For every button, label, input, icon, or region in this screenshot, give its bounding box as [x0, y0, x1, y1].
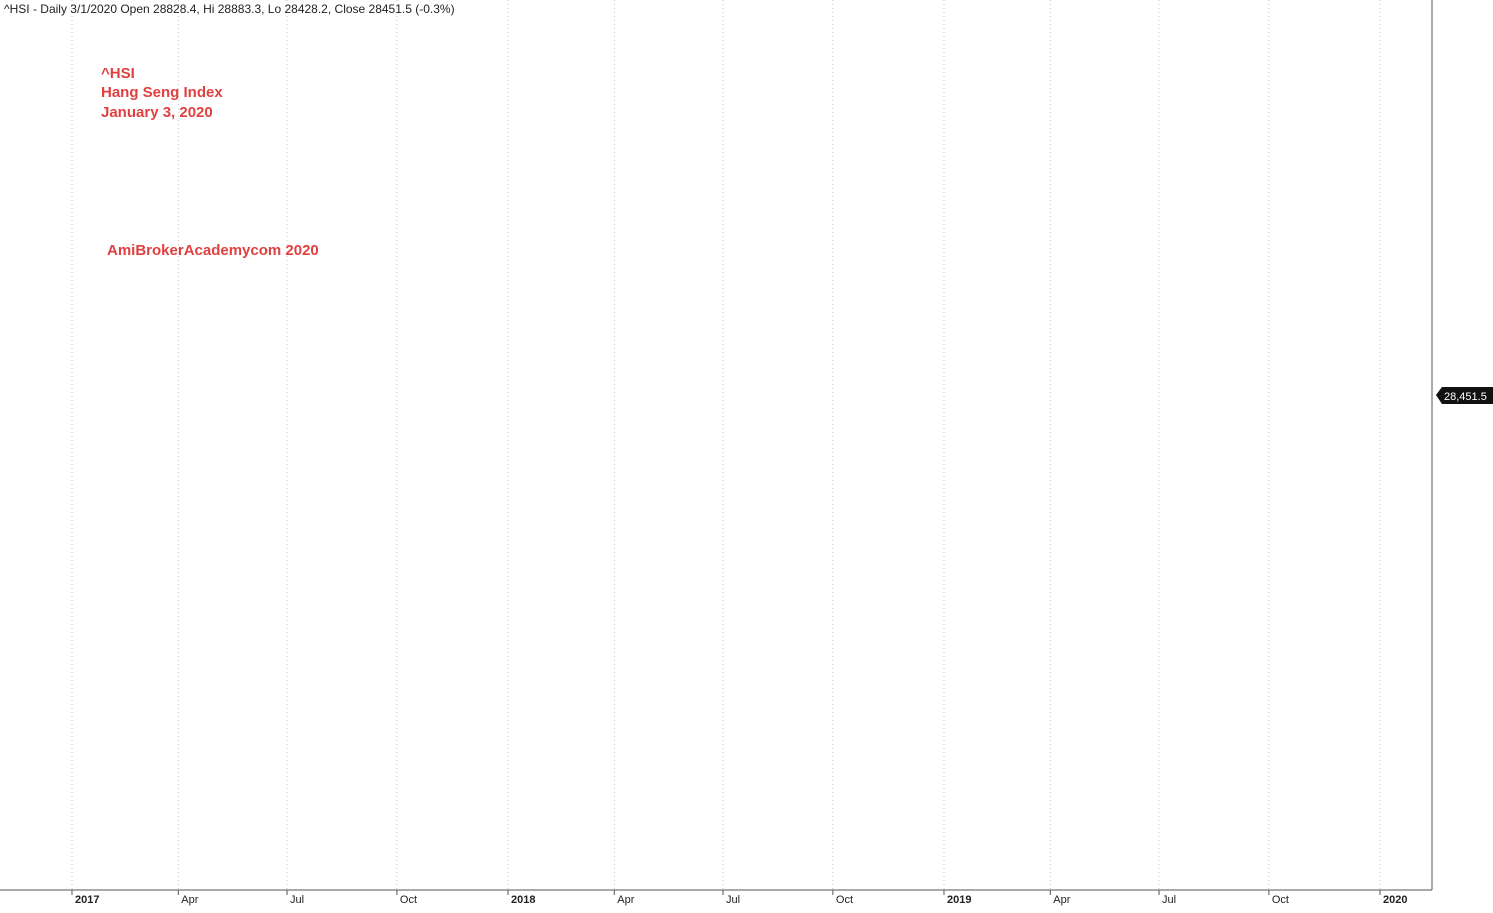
overlay-date: January 3, 2020: [101, 104, 213, 121]
overlay-watermark: AmiBrokerAcademycom 2020: [107, 242, 319, 259]
x-tick-label: 2017: [75, 894, 99, 906]
x-tick-label: Oct: [1272, 894, 1289, 906]
last-price-label: 28,451.5: [1444, 391, 1487, 403]
x-tick-label: Jul: [290, 894, 304, 906]
x-tick-label: Jul: [726, 894, 740, 906]
x-tick-label: 2018: [511, 894, 535, 906]
x-tick-label: Apr: [181, 894, 198, 906]
x-tick-label: 2019: [947, 894, 971, 906]
x-tick-labels: 2017 Apr Jul Oct 2018 Apr Jul Oct 2019 Apr Jul Oct 2…: [71, 890, 1407, 906]
price-tag: 28,451.5: [1436, 387, 1493, 404]
x-tick-label: Apr: [617, 894, 634, 906]
overlay-symbol: ^HSI: [101, 65, 135, 82]
x-tick-label: 2020: [1383, 894, 1407, 906]
axes: [0, 0, 1433, 891]
price-tag-background: [1436, 387, 1493, 404]
chart-header: ^HSI - Daily 3/1/2020 Open 28828.4, Hi 2…: [4, 2, 455, 16]
grid-layer: [71, 0, 1381, 890]
x-tick-label: Oct: [836, 894, 853, 906]
x-tick-label: Apr: [1053, 894, 1070, 906]
x-tick-label: Oct: [400, 894, 417, 906]
overlay-index-name: Hang Seng Index: [101, 84, 223, 101]
x-tick-label: Jul: [1162, 894, 1176, 906]
